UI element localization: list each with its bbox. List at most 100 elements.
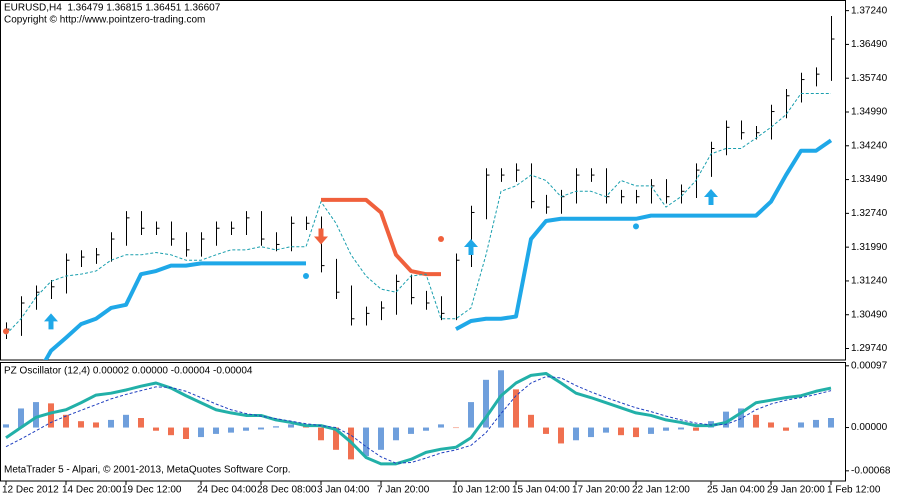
histogram-bar — [393, 427, 399, 441]
histogram-bar — [828, 418, 834, 428]
indicator-line — [5, 93, 831, 335]
histogram-bar — [513, 389, 519, 428]
histogram-bar — [258, 427, 264, 430]
histogram-bar — [18, 408, 24, 428]
histogram-bar — [318, 427, 324, 441]
x-tick-label: 1 Feb 12:00 — [827, 485, 881, 496]
x-tick-label: 24 Dec 04:00 — [197, 485, 257, 496]
indicator-line — [321, 197, 441, 277]
y-tick-label: 1.31240 — [851, 276, 888, 287]
histogram-bar — [768, 422, 774, 428]
histogram-bar — [3, 424, 9, 428]
x-tick-label: 12 Dec 2012 — [2, 485, 59, 496]
oscillator-panel-frame — [0, 362, 846, 482]
oscillator-plot — [3, 370, 834, 466]
signal-dot — [438, 236, 444, 243]
chart-title: EURUSD,H4 1.36479 1.36815 1.36451 1.3660… — [4, 3, 221, 14]
x-tick-label: 3 Jan 04:00 — [317, 485, 370, 496]
histogram-bar — [618, 427, 624, 436]
x-tick-label: 22 Jan 12:00 — [632, 485, 690, 496]
y-tick-label: 1.29740 — [851, 343, 888, 354]
buy-arrow — [44, 313, 58, 330]
x-tick-label: 14 Dec 20:00 — [62, 485, 122, 496]
y-tick-label: 1.36490 — [851, 39, 888, 50]
histogram-bar — [363, 427, 369, 457]
histogram-bar — [453, 427, 459, 429]
histogram-bar — [723, 411, 729, 428]
histogram-bar — [378, 427, 384, 450]
histogram-bar — [573, 427, 579, 441]
indicator-line — [5, 376, 832, 464]
x-tick-label: 17 Jan 20:00 — [572, 485, 630, 496]
histogram-bar — [153, 427, 159, 431]
x-tick-label: 29 Jan 20:00 — [767, 485, 825, 496]
y-tick-label: 1.37240 — [851, 5, 888, 16]
histogram-bar — [783, 427, 789, 431]
histogram-bar — [78, 421, 84, 428]
histogram-bar — [738, 408, 744, 428]
histogram-bar — [753, 414, 759, 428]
histogram-bar — [468, 402, 474, 428]
x-tick-label: 25 Jan 04:00 — [707, 485, 765, 496]
footer-note: MetaTrader 5 - Alpari, © 2001-2013, Meta… — [4, 465, 291, 476]
histogram-bar — [438, 424, 444, 428]
histogram-bar — [48, 403, 54, 428]
y-tick-label: 1.34990 — [851, 107, 888, 118]
histogram-bar — [63, 414, 69, 428]
main-panel-frame — [0, 0, 846, 361]
histogram-bar — [138, 418, 144, 428]
sell-arrow — [314, 228, 328, 245]
histogram-bar — [648, 427, 654, 434]
y-tick-label: 1.32740 — [851, 208, 888, 219]
y-tick-label: 0.00000 — [851, 422, 888, 433]
indicator-line — [43, 138, 833, 360]
x-tick-label: 28 Dec 08:00 — [257, 485, 317, 496]
histogram-bar — [498, 370, 504, 428]
y-tick-label: 1.35740 — [851, 73, 888, 84]
histogram-bar — [483, 379, 489, 428]
histogram-bar — [798, 422, 804, 428]
histogram-bar — [423, 427, 429, 431]
histogram-bar — [663, 427, 669, 431]
histogram-bar — [198, 427, 204, 438]
x-tick-label: 15 Jan 04:00 — [512, 485, 570, 496]
histogram-bar — [273, 426, 279, 428]
y-tick-label: -0.00068 — [851, 465, 891, 476]
y-tick-label: 1.34240 — [851, 140, 888, 151]
buy-arrow — [464, 239, 478, 256]
histogram-bar — [243, 427, 249, 431]
main-plot — [3, 16, 835, 360]
buy-arrow — [704, 189, 718, 206]
histogram-bar — [183, 427, 189, 439]
histogram-bar — [693, 427, 699, 431]
y-tick-label: 0.00097 — [851, 360, 888, 371]
histogram-bar — [123, 414, 129, 428]
chart-subtitle: Copyright © http://www.pointzero-trading… — [4, 15, 205, 26]
histogram-bar — [333, 427, 339, 450]
histogram-bar — [33, 402, 39, 428]
x-tick-label: 19 Dec 12:00 — [122, 485, 182, 496]
histogram-bar — [543, 427, 549, 434]
histogram-bar — [168, 427, 174, 436]
y-tick-label: 1.33490 — [851, 174, 888, 185]
indicator-line — [5, 371, 832, 466]
histogram-bar — [813, 419, 819, 428]
histogram-bar — [108, 419, 114, 428]
y-tick-label: 1.31990 — [851, 242, 888, 253]
signal-dot — [303, 272, 309, 279]
histogram-bar — [408, 427, 414, 434]
histogram-bar — [528, 414, 534, 428]
y-tick-label: 1.30490 — [851, 309, 888, 320]
histogram-bar — [603, 427, 609, 433]
histogram-bar — [588, 427, 594, 438]
histogram-bar — [93, 422, 99, 428]
histogram-bar — [558, 427, 564, 444]
oscillator-title: PZ Oscillator (12,4) 0.00002 0.00000 -0.… — [4, 366, 253, 377]
histogram-bar — [633, 427, 639, 438]
histogram-bar — [678, 427, 684, 430]
signal-dot — [633, 223, 639, 230]
x-tick-label: 10 Jan 12:00 — [452, 485, 510, 496]
x-tick-label: 7 Jan 20:00 — [377, 485, 430, 496]
